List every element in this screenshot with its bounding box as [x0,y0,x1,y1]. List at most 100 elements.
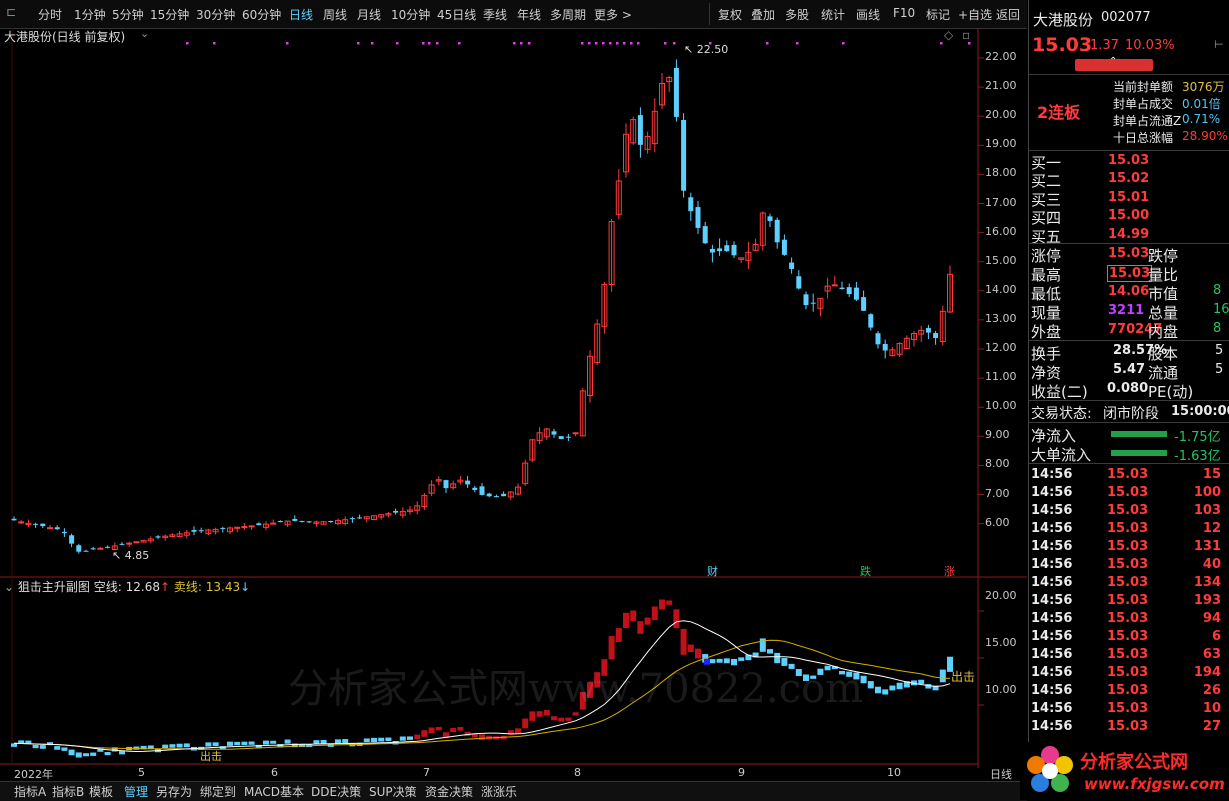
period-tab[interactable]: 周线 [323,8,348,22]
bottom-tab-active[interactable]: 管理 [124,785,149,799]
more-periods-button[interactable]: 更多 > [594,8,632,22]
diamond-icon[interactable]: ◇ [944,28,954,42]
candle-body [724,245,730,252]
down-arrow-icon: ↓ [240,580,251,594]
signal-dot [588,42,591,45]
period-tab[interactable]: 年线 [517,8,542,22]
add-watchlist-button[interactable]: +自选 [958,8,993,22]
period-tab[interactable]: 30分钟 [196,8,236,22]
period-tab[interactable]: 60分钟 [242,8,282,22]
period-tab-active[interactable]: 日线 [289,8,314,22]
sub-bar [371,737,377,743]
sub-bar [363,738,370,743]
sell-line [13,639,951,750]
event-marker-down[interactable]: 跌 [860,565,871,578]
signal-dot [428,42,431,45]
sub-bar [723,658,730,664]
up-arrow-icon: ↑ [159,580,171,594]
seal-metric-value: 0.01倍 [1182,97,1221,111]
candle-body [435,479,442,482]
bottom-tab[interactable]: 资金决策 [425,785,474,799]
overlay-button[interactable]: 叠加 [751,8,776,22]
bid-level-label: 买五 [1031,227,1062,246]
candle-body [688,197,694,212]
draw-line-button[interactable]: 画线 [856,8,881,22]
candle-body [183,532,190,536]
tick-row: 14:56 15.03 40 [1029,556,1229,574]
bottom-tab[interactable]: MACD基本 [244,785,304,799]
bid-price[interactable]: 15.02 [1108,171,1150,187]
kline-canvas[interactable] [0,28,1027,768]
bid-price[interactable]: 15.01 [1108,189,1150,205]
tick-volume: 194 [1193,665,1221,680]
x-axis-period[interactable]: 日线 [990,768,1012,781]
collapse-toggle[interactable]: ⌃ [1075,56,1153,71]
candle-body [47,527,53,530]
x-axis-label: 5 [138,766,145,779]
bid-price[interactable]: 15.00 [1108,208,1150,224]
bottom-tab[interactable]: 涨涨乐 [481,785,518,799]
restore-rights-button[interactable]: 复权 [718,8,743,22]
candle-body [97,547,104,550]
period-tab[interactable]: 分时 [38,8,63,22]
stat-label: 最低 [1031,285,1062,303]
period-tab[interactable]: 季线 [483,8,508,22]
sub-bar [551,716,557,721]
period-tab[interactable]: 月线 [357,8,382,22]
sub-axis-label: 20.00 [985,589,1017,602]
expand-icon[interactable]: ⊢ [1214,38,1224,51]
candle-body [868,314,874,328]
bottom-tab[interactable]: 绑定到 [200,785,237,799]
chevron-down-icon[interactable]: ⌄ [4,580,15,594]
return-button[interactable]: 返回 [996,8,1021,22]
sub-bar [83,753,89,757]
seal-metric-label: 封单占成交 [1113,97,1174,111]
sub-bar [183,743,190,748]
period-tab[interactable]: 5分钟 [112,8,144,22]
period-tab[interactable]: 45日线 [437,8,477,22]
bottom-tab[interactable]: SUP决策 [369,785,417,799]
seal-metric-value: 3076万 [1182,80,1225,94]
signal-dot [602,42,605,45]
candle-body [147,538,154,542]
chevron-down-icon[interactable]: ⌄ [140,27,150,40]
bid-price[interactable]: 15.03 [1108,153,1150,168]
close-icon[interactable]: ▫ [962,28,971,42]
sub-bar [11,743,17,747]
back-icon[interactable]: ⊏ [6,5,17,19]
sub-bar [299,743,305,747]
sub-bar [587,682,593,698]
bid-price[interactable]: 14.99 [1108,226,1150,242]
period-tab[interactable]: 15分钟 [150,8,190,22]
sub-bar [47,742,53,746]
divider [1029,400,1229,401]
tick-volume: 6 [1211,629,1221,644]
signal-label: 出击 [951,670,976,684]
sub-bar [536,711,543,717]
f10-button[interactable]: F10 [893,6,916,20]
multi-stock-button[interactable]: 多股 [785,8,810,22]
sub-bar [270,740,277,744]
candle-body [759,212,766,246]
fund-flow-bar [1111,450,1167,456]
event-marker-up[interactable]: 涨 [944,565,955,578]
signal-dot [396,42,399,45]
bottom-tab[interactable]: 模板 [89,785,114,799]
period-tab[interactable]: 多周期 [550,8,587,22]
sub-bar [457,727,464,731]
bottom-tab[interactable]: 指标A [14,785,47,799]
candle-body [472,487,478,490]
fund-flow-value: -1.75亿 [1174,430,1221,445]
period-tab[interactable]: 1分钟 [74,8,106,22]
bottom-tab[interactable]: DDE决策 [311,785,362,799]
bottom-tab[interactable]: 另存为 [156,785,193,799]
chart-area[interactable]: 大港股份(日线 前复权) ⌄ ◇ ▫ ↖ 22.50 ↖ 4.85 22.00 2… [0,27,1027,768]
candle-body [601,283,608,327]
mark-button[interactable]: 标记 [926,8,951,22]
period-tab[interactable]: 10分钟 [391,8,431,22]
bottom-tab[interactable]: 指标B [52,785,85,799]
tick-price: 15.03 [1107,467,1149,482]
candle-body [896,343,903,355]
event-marker-finance[interactable]: 财 [707,565,718,578]
statistics-button[interactable]: 统计 [821,8,846,22]
